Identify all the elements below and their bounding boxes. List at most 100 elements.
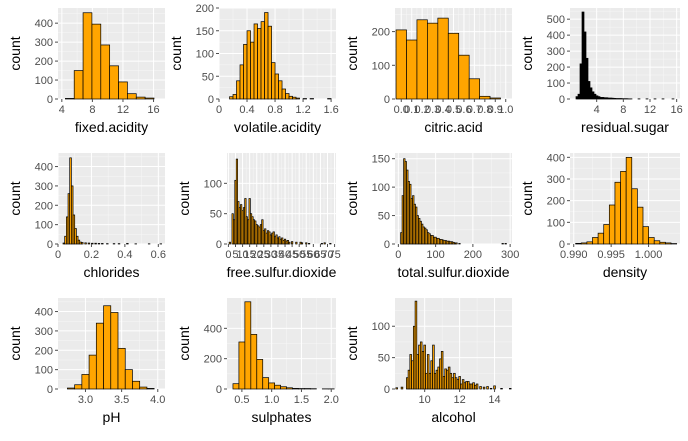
x-tick-label: 0: [216, 104, 222, 116]
x-axis-title: density: [603, 264, 647, 280]
histogram-bar: [275, 385, 281, 389]
histogram-bar: [604, 225, 610, 245]
histogram-bar: [396, 388, 398, 389]
x-tick-label: 0.5: [234, 394, 249, 406]
histogram-bar: [509, 388, 511, 389]
y-tick-label: 100: [372, 60, 390, 72]
histogram-bar: [301, 243, 302, 244]
histogram-bar: [632, 189, 638, 244]
x-tick-label: 100: [426, 249, 444, 261]
histogram-bar: [505, 243, 506, 244]
x-axis-title: fixed.acidity: [75, 119, 148, 135]
histogram-bar: [456, 243, 457, 244]
y-axis-title: count: [176, 181, 192, 215]
x-tick-label: 1.2: [295, 104, 310, 116]
y-tick-label: 100: [372, 182, 390, 194]
histogram-bar: [132, 381, 139, 389]
histogram-bar: [119, 82, 128, 99]
histogram-bar: [237, 81, 241, 99]
x-axis-title: citric.acid: [424, 119, 482, 135]
y-tick-label: 100: [35, 365, 53, 377]
x-tick-label: 300: [501, 249, 519, 261]
y-axis-title: count: [176, 326, 192, 360]
histogram-bar: [643, 227, 649, 244]
y-tick-label: 100: [35, 220, 53, 232]
y-tick-label: 0: [216, 384, 222, 396]
histogram-bar: [65, 98, 74, 99]
x-tick-label: 0.2: [84, 249, 99, 261]
y-tick-label: 50: [378, 211, 390, 223]
histogram-bar: [459, 243, 460, 244]
histogram-bar: [490, 388, 492, 389]
y-axis-title: count: [7, 326, 23, 360]
histogram-bar: [263, 378, 269, 389]
histogram-bar: [101, 45, 110, 99]
y-axis-title: count: [519, 36, 535, 70]
histogram-bar: [74, 71, 83, 99]
histogram-bar: [239, 342, 245, 389]
y-tick-label: 0: [384, 384, 390, 396]
histogram-bar: [324, 243, 325, 244]
x-tick-label: 0: [225, 249, 231, 261]
histogram-bar: [483, 387, 485, 389]
y-tick-label: 200: [35, 56, 53, 68]
y-tick-label: 200: [204, 354, 222, 366]
histogram-bar: [291, 242, 292, 244]
y-tick-label: 100: [547, 78, 565, 90]
x-tick-label: 8: [620, 104, 626, 116]
x-tick-label: 200: [464, 249, 482, 261]
histogram-bar: [81, 242, 83, 244]
histogram-bar: [592, 238, 598, 245]
y-tick-label: 100: [196, 49, 214, 61]
histogram-bar: [330, 243, 331, 244]
histogram-bar: [268, 26, 272, 99]
x-tick-label: 16: [671, 104, 683, 116]
y-tick-label: 0: [47, 239, 53, 251]
x-axis-title: residual.sugar: [581, 119, 669, 135]
x-axis-title: free.sulfur.dioxide: [227, 264, 337, 280]
histogram-bar: [490, 98, 500, 99]
x-tick-label: 0.995: [597, 249, 625, 261]
x-tick-label: 3.0: [78, 394, 93, 406]
y-tick-label: 200: [547, 62, 565, 74]
histogram-bar: [229, 242, 230, 244]
x-axis-title: sulphates: [252, 409, 312, 425]
x-tick-label: 12: [117, 104, 129, 116]
histogram-bar: [626, 157, 632, 244]
y-tick-label: 0: [216, 239, 222, 251]
histogram-bar: [289, 242, 290, 244]
y-tick-label: 400: [547, 152, 565, 164]
y-axis-title: count: [168, 36, 184, 70]
histogram-bar: [296, 242, 297, 244]
x-tick-label: 1.6: [323, 104, 338, 116]
x-tick-label: 0: [395, 249, 401, 261]
histogram-bar: [254, 24, 258, 99]
y-axis-title: count: [344, 36, 360, 70]
histogram-bar: [75, 385, 82, 389]
histogram-bar: [136, 97, 145, 99]
x-tick-label: 0.4: [117, 249, 132, 261]
y-axis-title: count: [7, 36, 23, 70]
histogram-bar: [401, 387, 403, 389]
x-tick-label: 75: [328, 249, 340, 261]
x-tick-label: 3.5: [114, 394, 129, 406]
histogram-bar: [92, 24, 101, 99]
histogram-bar: [265, 13, 269, 99]
x-tick-label: 0.4: [239, 104, 254, 116]
panel-citric-acid: 01002000.00.10.20.30.40.50.60.70.80.91.0…: [344, 8, 513, 135]
histogram-bar: [494, 386, 496, 389]
histogram-bar: [282, 89, 286, 99]
y-tick-label: 300: [35, 326, 53, 338]
histogram-bar: [140, 387, 147, 389]
histogram-bar: [476, 384, 478, 389]
histogram-bar: [396, 30, 406, 99]
y-tick-label: 200: [196, 3, 214, 15]
y-tick-label: 100: [204, 178, 222, 190]
y-tick-label: 300: [547, 174, 565, 186]
x-tick-label: 0.990: [560, 249, 588, 261]
histogram-bar: [279, 81, 283, 99]
histogram-bar: [296, 98, 300, 99]
y-tick-label: 0: [47, 384, 53, 396]
